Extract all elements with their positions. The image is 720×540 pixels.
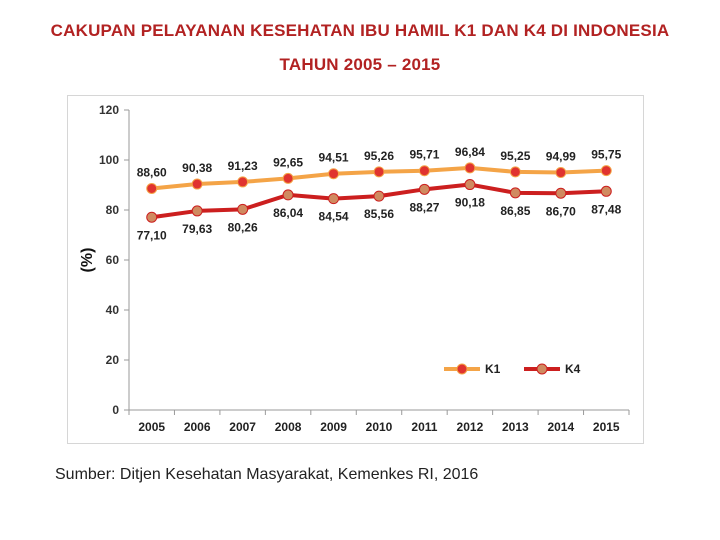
data-label-k1: 94,51 xyxy=(319,151,349,165)
x-tick-label: 2007 xyxy=(229,420,256,434)
data-point-k4 xyxy=(237,203,249,215)
data-point-k1 xyxy=(282,172,294,184)
data-point-k4 xyxy=(328,193,340,205)
data-label-k1: 95,75 xyxy=(591,148,621,162)
chart-area: 0 20 40 60 80 100 120 (%) 2005 2006 2007 2008 2009 20… xyxy=(67,95,644,444)
x-tick-label: 2009 xyxy=(320,420,347,434)
y-axis-label: (%) xyxy=(79,248,96,273)
y-tick-label: 80 xyxy=(106,203,120,217)
x-tick-label: 2012 xyxy=(457,420,484,434)
data-point-k4 xyxy=(146,211,158,223)
data-label-k1: 88,60 xyxy=(137,166,167,180)
data-point-k4 xyxy=(282,189,294,201)
data-point-k1 xyxy=(237,176,249,188)
data-label-k4: 88,27 xyxy=(409,200,439,214)
data-label-k4: 86,85 xyxy=(500,204,530,218)
legend-label-k1: K1 xyxy=(485,362,501,376)
data-point-k1 xyxy=(555,167,567,179)
data-label-k1: 90,38 xyxy=(182,161,212,175)
data-label-k4: 79,63 xyxy=(182,222,212,236)
data-point-k1 xyxy=(600,165,612,177)
x-tick-label: 2014 xyxy=(547,420,574,434)
y-tick-label: 60 xyxy=(106,253,120,267)
x-tick-label: 2015 xyxy=(593,420,620,434)
data-point-k4 xyxy=(509,187,521,199)
data-label-k1: 94,99 xyxy=(546,150,576,164)
data-point-k1 xyxy=(328,168,340,180)
y-tick-label: 120 xyxy=(99,103,119,117)
data-label-k1: 95,71 xyxy=(409,148,439,162)
legend-marker-k1 xyxy=(456,363,468,375)
data-point-k4 xyxy=(191,205,203,217)
data-point-k1 xyxy=(464,162,476,174)
data-label-k4: 85,56 xyxy=(364,207,394,221)
legend-label-k4: K4 xyxy=(565,362,581,376)
data-point-k4 xyxy=(600,185,612,197)
data-label-k4: 86,70 xyxy=(546,204,576,218)
y-tick-label: 20 xyxy=(106,353,120,367)
x-tick-label: 2010 xyxy=(366,420,393,434)
chart-title-line2: TAHUN 2005 – 2015 xyxy=(279,55,441,74)
data-label-k1: 95,25 xyxy=(500,149,530,163)
data-point-k4 xyxy=(373,190,385,202)
data-point-k1 xyxy=(191,178,203,190)
x-tick-label: 2013 xyxy=(502,420,529,434)
x-tick-label: 2006 xyxy=(184,420,211,434)
data-label-k4: 77,10 xyxy=(137,228,167,242)
data-label-k1: 96,84 xyxy=(455,145,485,159)
data-point-k4 xyxy=(555,187,567,199)
data-label-k4: 90,18 xyxy=(455,196,485,210)
data-point-k1 xyxy=(418,165,430,177)
data-label-k4: 87,48 xyxy=(591,202,621,216)
x-tick-label: 2005 xyxy=(138,420,165,434)
data-label-k1: 95,26 xyxy=(364,149,394,163)
data-point-k1 xyxy=(509,166,521,178)
source-note: Sumber: Ditjen Kesehatan Masyarakat, Kem… xyxy=(55,466,479,483)
data-point-k1 xyxy=(146,183,158,194)
x-tick-label: 2008 xyxy=(275,420,302,434)
legend-marker-k4 xyxy=(536,363,548,375)
data-label-k1: 92,65 xyxy=(273,155,303,169)
y-tick-label: 100 xyxy=(99,153,119,167)
data-label-k4: 84,54 xyxy=(319,210,349,224)
y-tick-label: 0 xyxy=(112,403,119,417)
y-tick-label: 40 xyxy=(106,303,120,317)
data-label-k4: 86,04 xyxy=(273,206,303,220)
data-point-k4 xyxy=(418,183,430,195)
data-label-k1: 91,23 xyxy=(228,159,258,173)
data-point-k4 xyxy=(464,179,476,191)
chart-title-line1: CAKUPAN PELAYANAN KESEHATAN IBU HAMIL K1… xyxy=(50,21,670,40)
data-point-k1 xyxy=(373,166,385,178)
x-tick-label: 2011 xyxy=(411,420,437,434)
data-label-k4: 80,26 xyxy=(228,220,258,234)
line-chart: 0 20 40 60 80 100 120 (%) 2005 2006 2007 2008 2009 20… xyxy=(79,103,630,434)
